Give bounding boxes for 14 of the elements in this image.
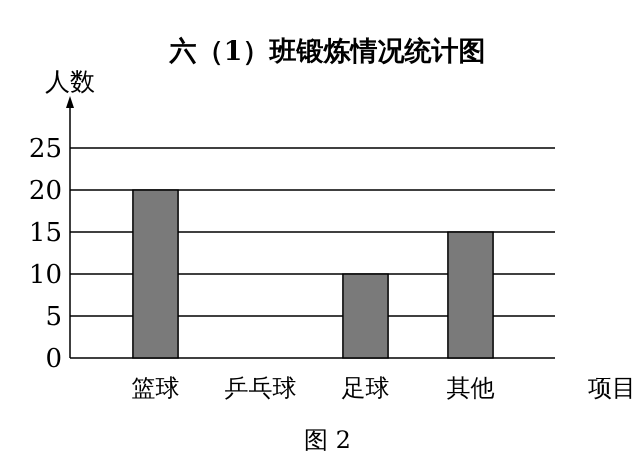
x-tick-label: 其他 bbox=[446, 374, 494, 402]
y-tick-label: 25 bbox=[28, 134, 62, 164]
y-tick-label: 15 bbox=[28, 218, 62, 248]
y-tick-label: 5 bbox=[45, 302, 62, 332]
chart-title: 六（1）班锻炼情况统计图 bbox=[168, 36, 486, 67]
x-axis-title: 项目 bbox=[588, 374, 636, 402]
x-tick-label: 足球 bbox=[342, 374, 390, 402]
y-tick-label: 20 bbox=[28, 176, 62, 206]
x-tick-label: 篮球 bbox=[132, 374, 180, 402]
y-axis-title: 人数 bbox=[45, 67, 95, 96]
caption: 图 2 bbox=[304, 426, 351, 454]
y-tick-label: 10 bbox=[28, 260, 62, 290]
x-tick-label: 乒乓球 bbox=[224, 374, 296, 402]
y-tick-label: 0 bbox=[45, 344, 62, 374]
